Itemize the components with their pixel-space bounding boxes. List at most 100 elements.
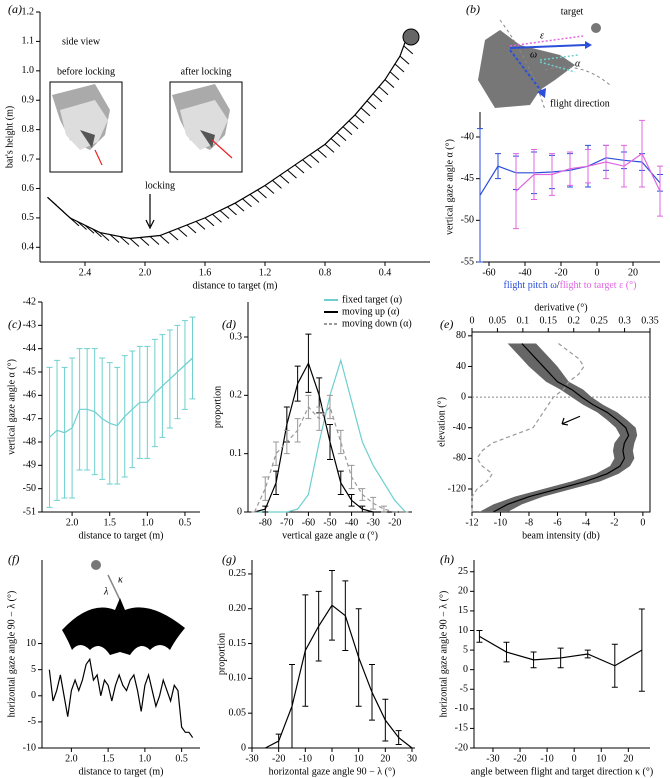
panel-label: (f): [8, 552, 19, 566]
error-bar: [327, 394, 333, 420]
error-bar: [114, 366, 121, 485]
head-direction: [227, 206, 237, 216]
error-bar: [584, 649, 591, 659]
head-direction: [403, 45, 414, 55]
y-tick-label: -80: [453, 453, 466, 464]
error-bar: [129, 350, 136, 469]
x-tick-label: 0.8: [319, 267, 332, 278]
head-direction: [354, 114, 365, 124]
y-tick-label: 0.2: [230, 390, 243, 401]
head-direction: [195, 221, 206, 230]
y-tick-label: 0.5: [22, 212, 35, 223]
series-line: [49, 357, 193, 438]
x-tick-label: 1.0: [141, 517, 154, 528]
y-tick-label: 0.25: [229, 568, 247, 579]
x-tick-label: 0.4: [379, 267, 392, 278]
error-bar: [294, 418, 301, 443]
error-bar: [370, 496, 377, 510]
y-tick-label: 10: [458, 625, 468, 636]
error-bar: [337, 429, 344, 455]
inset-label: ω: [530, 49, 537, 60]
head-direction: [294, 164, 305, 174]
x-tick-label: -20: [513, 753, 526, 764]
error-bar: [567, 151, 573, 186]
y-tick-label: -42: [23, 296, 36, 307]
x-tick-label: 10: [354, 753, 364, 764]
error-bar: [369, 663, 375, 721]
y-tick-label: -45: [461, 173, 474, 184]
x-tick-label: 0.5: [175, 753, 188, 764]
x-tick-label: 0.35: [641, 315, 659, 326]
error-bar: [549, 153, 555, 196]
head-direction: [129, 238, 140, 247]
x-tick-label: 0.2: [567, 315, 580, 326]
y-tick-label: 0.9: [22, 95, 35, 106]
target: [402, 28, 420, 46]
head-direction: [249, 193, 260, 203]
y-tick-label: -49: [23, 460, 36, 471]
error-bar: [46, 366, 53, 508]
y-tick-label: 0: [237, 506, 242, 517]
x-tick-label: 0: [640, 517, 645, 528]
x-tick-label: 2.0: [65, 753, 78, 764]
y-axis-label: horizontal gaze angle 90 − λ (°): [438, 591, 449, 718]
head-direction: [54, 203, 65, 213]
error-bar: [495, 153, 501, 180]
head-direction: [342, 126, 353, 136]
x-axis-label: angle between flight and target directio…: [471, 766, 653, 777]
y-tick-label: 0.3: [230, 331, 243, 342]
error-bar: [359, 488, 366, 501]
x-tick-label: -2: [610, 517, 618, 528]
x-tick-label: -12: [465, 517, 478, 528]
error-bar: [262, 505, 269, 513]
head-direction: [384, 79, 395, 89]
error-bar: [503, 641, 510, 663]
head-direction: [394, 63, 405, 73]
y-tick-label: -10: [23, 742, 36, 753]
arrow: [561, 415, 581, 426]
x-axis-label: horizontal gaze angle 90 − λ (°): [269, 766, 396, 777]
y-tick-label: 0.05: [229, 707, 247, 718]
error-bar: [166, 329, 173, 429]
error-bar: [305, 333, 312, 393]
error-bar: [189, 316, 196, 400]
head-direction: [159, 235, 170, 244]
y-tick-label: 0.8: [22, 124, 35, 135]
inset-label: before locking: [57, 66, 115, 77]
error-bar: [476, 630, 483, 643]
x-axis-label: vertical gaze angle α (°): [282, 530, 378, 541]
x-tick-label: 10: [596, 753, 606, 764]
x-tick-label: 2.4: [79, 267, 92, 278]
panel-label: (g): [222, 552, 236, 566]
head-direction: [302, 159, 312, 169]
y-tick-label: 25: [458, 566, 468, 577]
y-tick-label: -50: [461, 215, 474, 226]
inset-label: flight direction: [550, 98, 610, 109]
y-tick-label: -40: [453, 422, 466, 433]
error-bar: [316, 406, 323, 431]
error-bar: [61, 366, 68, 499]
x2-axis-label: derivative (°): [534, 302, 587, 313]
x-axis-label: flight pitch ω/flight to target ε (°): [504, 280, 637, 291]
error-bar: [84, 348, 91, 471]
x-axis-label-part: flight to target ε (°): [560, 280, 637, 291]
inset-label: λ: [103, 586, 109, 597]
annotation: locking: [145, 180, 175, 191]
head-direction: [309, 154, 320, 164]
x-tick-label: -30: [486, 753, 499, 764]
y-tick-label: -55: [461, 256, 474, 267]
y-tick-label: 0.1: [230, 448, 243, 459]
y-tick-label: -46: [23, 390, 36, 401]
head-direction: [372, 93, 383, 103]
y-tick-label: -47: [23, 413, 36, 424]
x-tick-label: 0.15: [540, 315, 558, 326]
error-bar: [69, 357, 76, 499]
error-bar: [380, 505, 387, 513]
head-direction: [234, 202, 245, 212]
y-tick-label: 20: [458, 586, 468, 597]
x-tick-label: 0.3: [618, 315, 631, 326]
series-line: [265, 604, 413, 749]
x-axis-label-part: flight pitch ω: [504, 280, 558, 291]
head-direction: [69, 217, 80, 227]
